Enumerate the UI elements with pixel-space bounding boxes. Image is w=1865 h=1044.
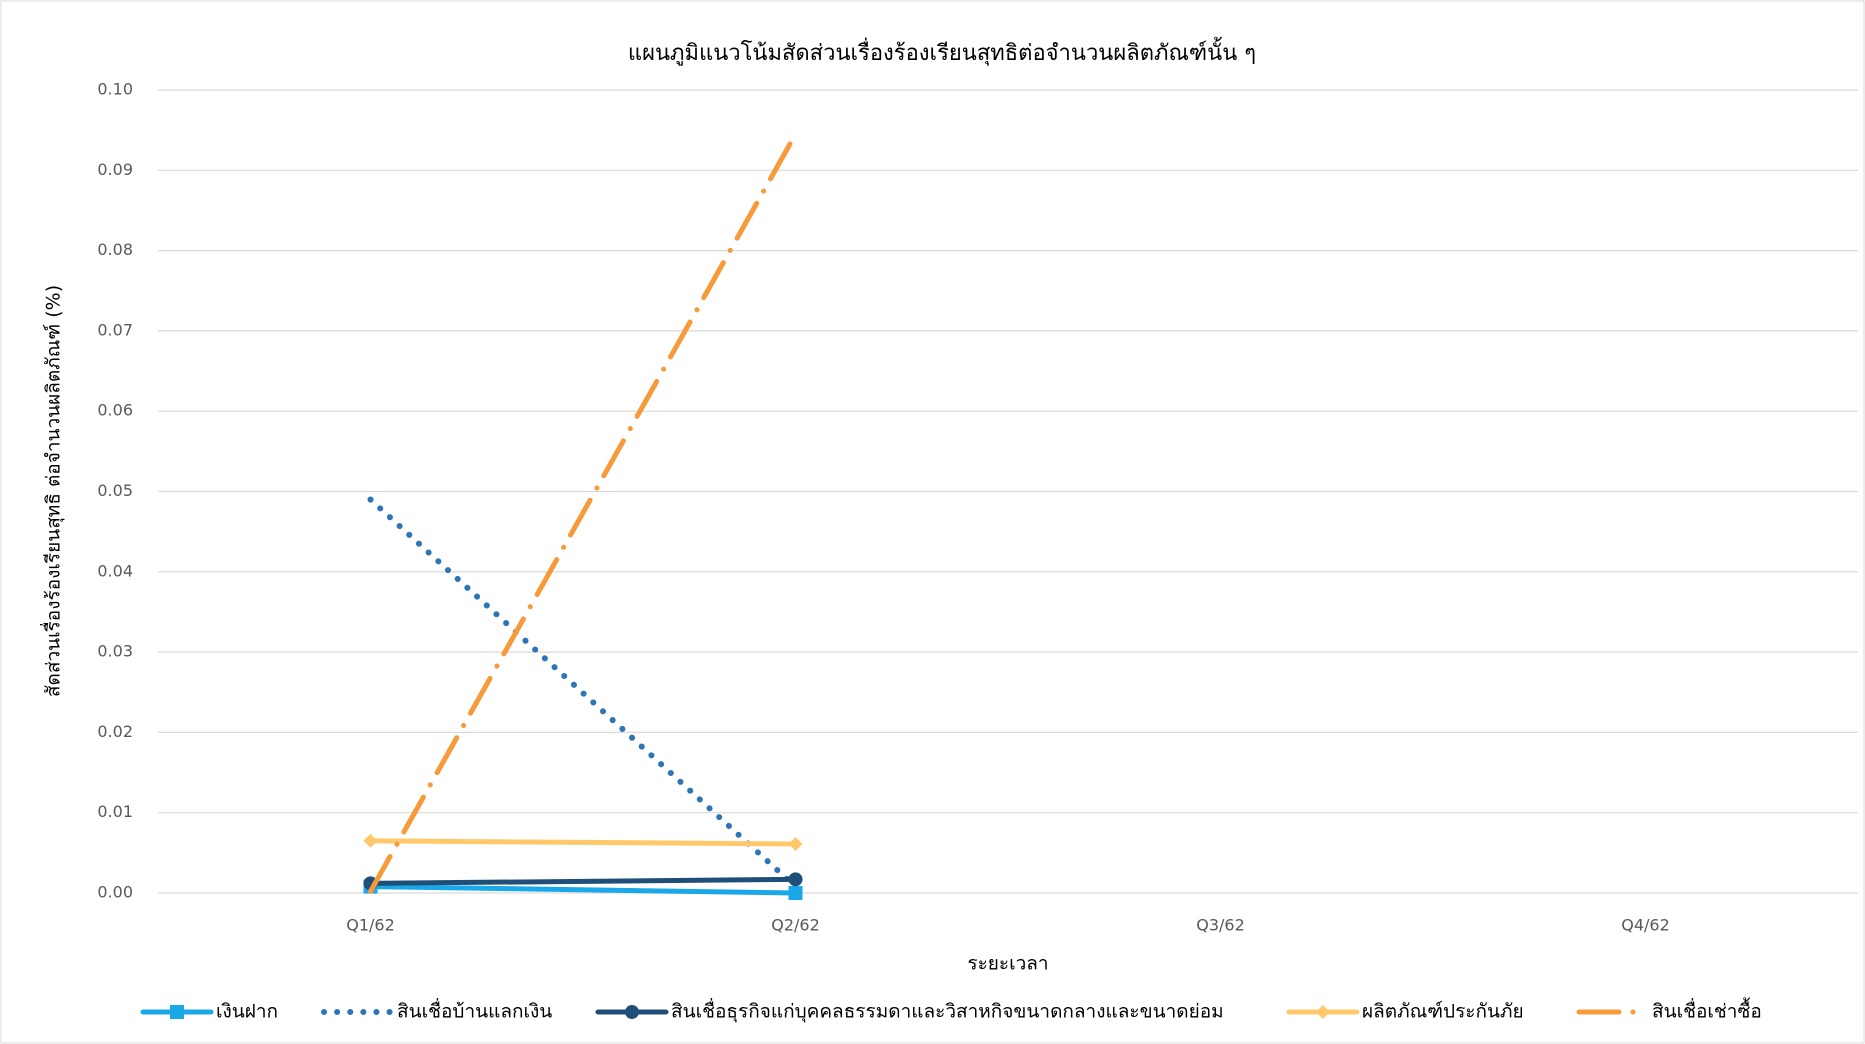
x-tick-label: Q4/62 [1621,916,1670,935]
y-tick-label: 0.08 [97,240,133,259]
y-tick-label: 0.00 [97,883,133,902]
y-tick-label: 0.02 [97,722,133,741]
marker [170,1005,184,1019]
legend-label: สินเชื่อบ้านแลกเงิน [397,998,552,1023]
legend-label: ผลิตภัณฑ์ประกันภัย [1362,1001,1524,1023]
y-axis-title: สัดส่วนเรื่องร้องเรียนสุทธิ ต่อจำนวนผลิต… [40,285,66,697]
y-tick-label: 0.03 [97,642,133,661]
marker [788,886,803,900]
legend-label: สินเชื่อธุรกิจแก่บุคคลธรรมดาและวิสาหกิจข… [671,998,1224,1024]
y-tick-label: 0.05 [97,481,133,500]
legend-label: สินเชื่อเช่าซื้อ [1652,998,1762,1023]
marker [788,837,803,852]
x-tick-label: Q1/62 [346,916,395,935]
y-tick-label: 0.06 [97,401,133,420]
marker [1316,1005,1330,1019]
marker [625,1005,639,1019]
y-tick-label: 0.09 [97,160,133,179]
marker [788,872,803,887]
x-axis-title: ระยะเวลา [967,953,1048,975]
x-tick-label: Q3/62 [1196,916,1245,935]
y-tick-label: 0.10 [97,80,133,99]
y-tick-label: 0.07 [97,320,133,339]
legend-label: เงินฝาก [216,1001,278,1023]
series-line [368,876,798,886]
chart-title: แผนภูมิแนวโน้มสัดส่วนเรื่องร้องเรียนสุทธ… [628,37,1256,66]
series-line [368,131,798,894]
series-line [368,838,798,847]
y-tick-label: 0.04 [97,561,133,580]
series-line [367,496,799,890]
series-line [368,884,798,896]
marker [363,833,378,848]
y-tick-label: 0.01 [97,802,133,821]
x-tick-label: Q2/62 [771,916,820,935]
